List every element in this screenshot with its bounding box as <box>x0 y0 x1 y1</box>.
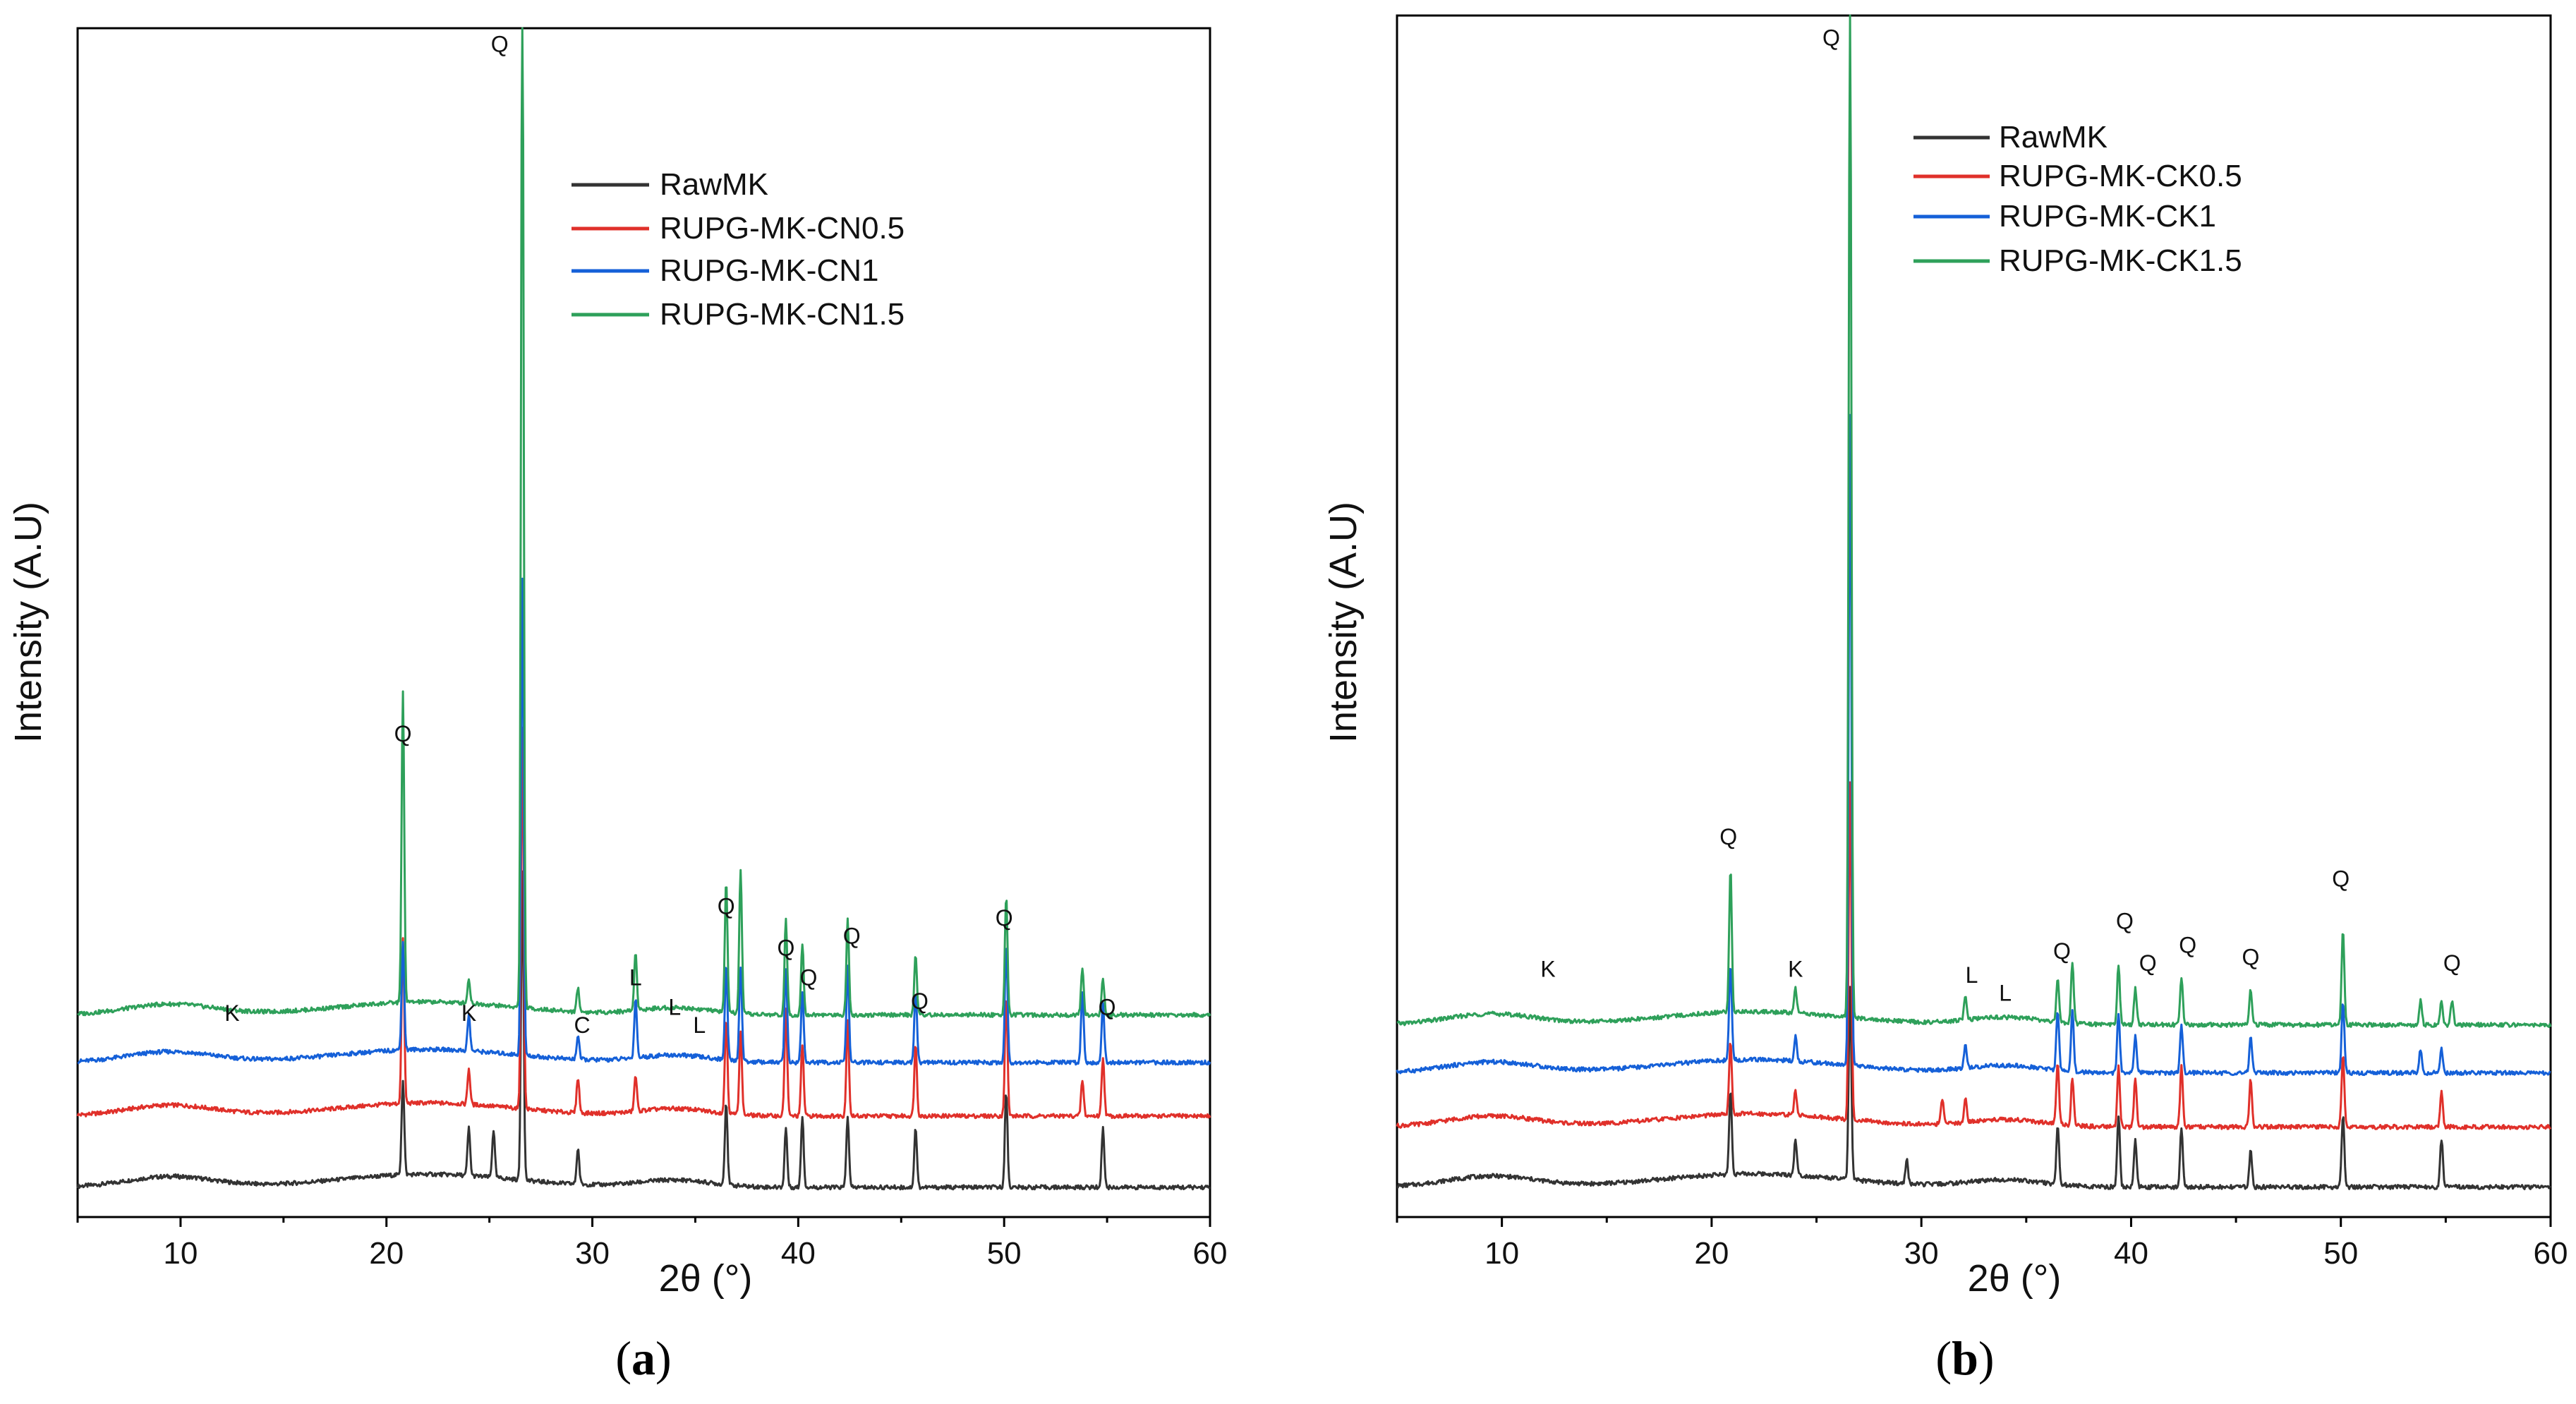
panel-a-traces <box>76 27 1211 1191</box>
panel-a-x-tick-label-60: 60 <box>1193 1236 1228 1271</box>
panel-b-x-tick-label-50: 50 <box>2323 1236 2358 1271</box>
panel-a-peak-label-5: L <box>629 964 642 990</box>
panel-b-x-tick-label-10: 10 <box>1484 1236 1519 1271</box>
panel-b-x-tick-label-60: 60 <box>2534 1236 2568 1271</box>
panel-a-letter: a <box>631 1331 655 1385</box>
panel-a-peak-label-11: Q <box>843 924 861 949</box>
panel-a-legend-label-0: RawMK <box>660 167 768 202</box>
panel-b-peak-label-7: Q <box>2116 908 2134 933</box>
panel-a-caption: (a) <box>615 1331 671 1385</box>
panel-b-series-1-line <box>1396 781 2552 1130</box>
panel-a-peak-label-0: K <box>224 1000 239 1026</box>
panel-a-peak-label-1: Q <box>394 721 412 746</box>
panel-a-peak-label-2: K <box>461 1000 476 1026</box>
panel-a-series-0-line <box>76 870 1211 1191</box>
panel-b-series-3-line <box>1396 14 2552 1028</box>
panel-a-x-tick-label-20: 20 <box>369 1236 404 1271</box>
panel-a-plot-frame <box>76 27 1211 1218</box>
panel-b-legend-label-1: RUPG-MK-CK0.5 <box>1999 159 2242 193</box>
panel-b-legend-label-2: RUPG-MK-CK1 <box>1999 199 2216 234</box>
panel-b-series-0-line <box>1396 986 2552 1190</box>
panel-b-legend: RawMK RUPG-MK-CK0.5 RUPG-MK-CK1 RUPG-MK-… <box>1913 120 2242 278</box>
panel-a-legend-label-2: RUPG-MK-CN1 <box>660 253 878 288</box>
panel-a-x-tick-label-50: 50 <box>987 1236 1022 1271</box>
panel-b-peak-label-0: K <box>1540 956 1555 981</box>
panel-b-peak-label-9: Q <box>2179 932 2196 957</box>
panel-b-peak-label-8: Q <box>2139 950 2157 976</box>
panel-a-peak-label-12: Q <box>911 988 929 1014</box>
panel-b-traces <box>1396 14 2552 1190</box>
panel-a-y-axis-title: Intensity (A.U) <box>7 502 49 743</box>
panel-b-x-tick-label-20: 20 <box>1694 1236 1729 1271</box>
panel-b-y-axis-title: Intensity (A.U) <box>1322 502 1365 743</box>
panel-b-legend-label-3: RUPG-MK-CK1.5 <box>1999 243 2242 278</box>
panel-a-peak-label-8: Q <box>718 893 735 919</box>
panel-b-legend-label-0: RawMK <box>1999 120 2108 155</box>
panel-a-peak-label-9: Q <box>777 935 794 960</box>
panel-b-x-axis: 10 20 30 40 50 60 <box>1396 1217 2568 1271</box>
panel-a-legend-label-3: RUPG-MK-CN1.5 <box>660 297 905 332</box>
panel-a-peak-label-6: L <box>668 995 681 1020</box>
panel-a-series-1-line <box>76 726 1211 1120</box>
panel-a-peak-label-4: C <box>574 1012 590 1038</box>
panel-b-peak-label-3: Q <box>1822 25 1840 51</box>
panel-a-legend: RawMK RUPG-MK-CN0.5 RUPG-MK-CN1 RUPG-MK-… <box>572 167 905 332</box>
panel-b-x-tick-label-40: 40 <box>2114 1236 2148 1271</box>
panel-a-x-tick-label-30: 30 <box>575 1236 610 1271</box>
panel-b-peak-label-2: K <box>1788 956 1803 981</box>
panel-a-x-axis: 10 20 30 40 50 60 <box>76 1217 1228 1271</box>
panel-a-x-axis-title: 2θ (°) <box>659 1257 753 1300</box>
panel-b-plot-frame <box>1396 14 2552 1218</box>
panel-a-peak-label-10: Q <box>800 964 818 990</box>
panel-b-peak-label-6: Q <box>2053 938 2071 964</box>
panel-a-series-3-line <box>77 27 1211 1018</box>
panel-b-x-tick-label-30: 30 <box>1904 1236 1939 1271</box>
panel-a-legend-label-1: RUPG-MK-CN0.5 <box>660 211 905 246</box>
panel-b-caption: (b) <box>1935 1331 1994 1385</box>
panel-a-peak-label-7: L <box>693 1012 706 1038</box>
panel-b-peak-label-5: L <box>1999 981 2012 1006</box>
panel-a-x-tick-label-10: 10 <box>163 1236 198 1271</box>
panel-a-x-tick-label-40: 40 <box>781 1236 816 1271</box>
panel-b-x-axis-title: 2θ (°) <box>1968 1257 2062 1300</box>
panel-b-peak-label-4: L <box>1966 962 1978 988</box>
panel-b-peak-label-10: Q <box>2242 944 2259 969</box>
panel-a-peak-label-13: Q <box>996 905 1013 931</box>
panel-b-letter: b <box>1952 1331 1978 1385</box>
panel-b-series-2-line <box>1396 413 2551 1077</box>
panel-a-peak-label-3: Q <box>491 32 509 57</box>
panel-b-peak-label-12: Q <box>2443 950 2461 976</box>
panel-a-series-2-line <box>77 577 1211 1066</box>
panel-b-peak-label-11: Q <box>2332 866 2350 892</box>
panel-b-peak-label-1: Q <box>1719 824 1737 849</box>
panel-a-peak-label-14: Q <box>1099 995 1116 1020</box>
